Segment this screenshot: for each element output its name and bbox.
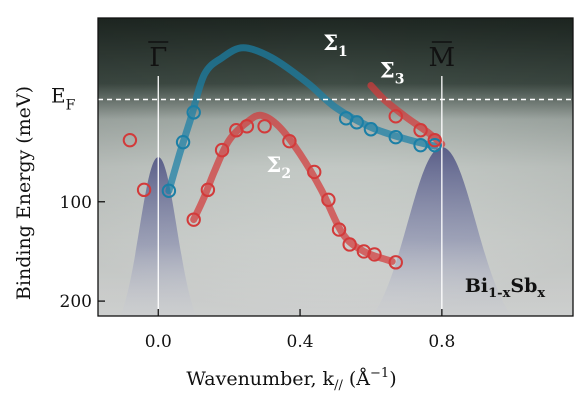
x-tick-label-1: 0.0 [145,332,172,352]
x-axis-label-unit: (Å [348,368,371,390]
x-tick-label-3: 0.8 [428,332,455,352]
band-label-1: Σ1 [323,30,348,60]
y-tick-label-2: 200 [60,292,92,312]
data-point-s1-1 [161,183,177,199]
x-axis-label-close: ) [389,368,397,390]
data-point-s3-2 [413,123,428,138]
data-point-s2-15 [367,247,382,262]
data-point-s2-2 [136,182,152,198]
data-point-s1-6 [363,122,379,137]
x-axis-label-subscript: // [334,378,343,393]
material-label: Bi1-xSbx [465,275,546,301]
data-point-s2-8 [257,119,272,134]
data-point-s1-8 [413,137,428,153]
data-point-s1-7 [388,130,403,145]
symmetry-point-label-1: Γ [149,43,167,73]
band-curve-2 [190,111,396,265]
band-label-3: Σ3 [380,58,405,88]
data-point-s1-2 [175,134,191,150]
data-point-s2-4 [200,182,216,198]
data-point-s2-5 [214,142,230,158]
x-axis-label-text: Wavenumber, k [186,368,335,390]
symmetry-point-label-2: M [429,43,456,73]
x-axis-label: Wavenumber, k// (Å−1) [0,366,583,393]
data-point-s2-7 [239,119,255,134]
data-point-s2-9 [282,133,297,149]
plot-frame [97,17,574,317]
data-point-s2-11 [321,192,336,207]
fermi-level-label: EF [51,83,76,113]
data-point-s3-3 [427,132,442,148]
data-point-s2-16 [388,255,403,270]
y-tick-label-1: 100 [60,193,92,213]
data-point-s2-10 [307,164,322,180]
data-point-s1-3 [186,105,201,120]
data-point-s1-5 [349,115,364,130]
data-point-s2-1 [122,132,138,148]
y-axis-label-text: Binding Energy (meV) [13,85,35,301]
data-point-s2-13 [342,237,357,252]
band-label-2: Σ2 [266,152,291,182]
data-point-s3-1 [388,109,403,124]
data-point-s2-12 [331,222,347,237]
band-curve-3 [367,82,446,148]
data-point-s2-3 [186,212,201,227]
band-curve-1 [165,44,439,195]
y-axis-label: Binding Energy (meV) [8,58,40,328]
x-axis-label-unit-sup: −1 [370,366,390,381]
x-tick-label-2: 0.4 [287,332,314,352]
data-point-s1-9 [427,137,442,153]
